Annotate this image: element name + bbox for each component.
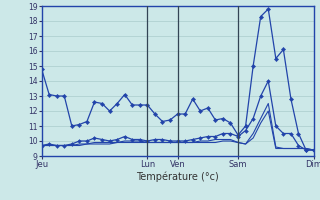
X-axis label: Température (°c): Température (°c) [136, 172, 219, 182]
